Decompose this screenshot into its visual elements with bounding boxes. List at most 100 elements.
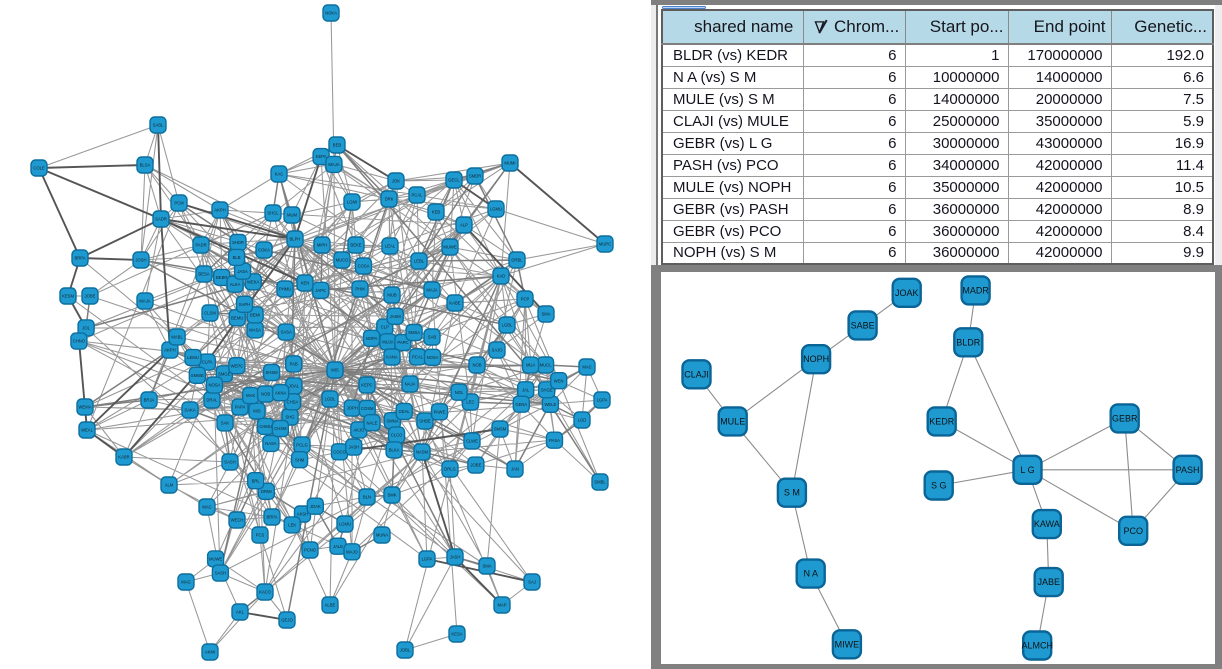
svg-text:MAK: MAK <box>246 393 255 398</box>
svg-text:MIPH: MIPH <box>317 243 327 248</box>
svg-text:JOAK: JOAK <box>310 504 321 509</box>
svg-text:NALE: NALE <box>367 420 378 425</box>
svg-text:NASA: NASA <box>265 441 277 446</box>
svg-text:PCLG: PCLG <box>296 443 307 448</box>
svg-text:PADR: PADR <box>195 243 206 248</box>
svg-text:AKSH: AKSH <box>297 512 308 517</box>
svg-text:PAPC: PAPC <box>397 340 408 345</box>
svg-text:LGPA: LGPA <box>422 557 433 562</box>
svg-text:DRK: DRK <box>385 197 394 202</box>
svg-text:SMSM: SMSM <box>494 427 507 432</box>
svg-text:SMDR: SMDR <box>469 174 481 179</box>
svg-text:CLPA: CLPA <box>202 360 213 365</box>
svg-text:PHM: PHM <box>355 287 365 292</box>
svg-text:NASM: NASM <box>416 450 429 455</box>
svg-text:KAWA: KAWA <box>1034 519 1060 529</box>
svg-text:COCO: COCO <box>333 449 346 454</box>
svg-text:DRLG: DRLG <box>444 467 456 472</box>
svg-text:MAJA: MAJA <box>328 162 339 167</box>
svg-text:SMSA: SMSA <box>408 330 420 335</box>
svg-text:KEPC: KEPC <box>361 383 372 388</box>
svg-text:CLSM: CLSM <box>204 311 216 316</box>
svg-text:NOKA: NOKA <box>325 11 337 16</box>
svg-text:WELE: WELE <box>544 402 556 407</box>
svg-text:PCP: PCP <box>521 297 530 302</box>
svg-text:KANA: KANA <box>386 355 398 360</box>
svg-text:JOBE: JOBE <box>470 463 481 468</box>
svg-text:BLPH: BLPH <box>290 237 301 242</box>
svg-text:BESA: BESA <box>198 272 209 277</box>
svg-text:SAK: SAK <box>221 421 230 426</box>
svg-text:AKPH: AKPH <box>214 208 225 213</box>
svg-text:MIS: MIS <box>331 368 339 373</box>
svg-text:SADR: SADR <box>155 217 167 222</box>
svg-text:COKA: COKA <box>258 248 270 253</box>
svg-text:LEMU: LEMU <box>187 355 199 360</box>
svg-text:BEMU: BEMU <box>231 315 243 320</box>
svg-text:BLB: BLB <box>233 255 241 260</box>
svg-text:MASA: MASA <box>249 328 261 333</box>
svg-text:CLWE: CLWE <box>466 439 478 444</box>
svg-text:S M: S M <box>784 488 800 498</box>
svg-text:GEJO: GEJO <box>281 618 293 623</box>
svg-text:JOK: JOK <box>392 179 400 184</box>
svg-text:KEDR: KEDR <box>929 416 955 426</box>
svg-text:MUB: MUB <box>387 293 397 298</box>
svg-text:PASH: PASH <box>1176 465 1200 475</box>
svg-text:WEMA: WEMA <box>78 405 91 410</box>
svg-text:GECL: GECL <box>448 178 460 183</box>
svg-text:JOSH: JOSH <box>135 258 146 263</box>
svg-text:AKPH: AKPH <box>164 348 175 353</box>
svg-text:SABE: SABE <box>851 320 875 330</box>
svg-text:JOAL: JOAL <box>289 384 300 389</box>
svg-text:JASA: JASA <box>237 269 248 274</box>
svg-text:KAD: KAD <box>497 274 506 279</box>
svg-text:ALKA: ALKA <box>230 282 241 287</box>
svg-text:BLSA: BLSA <box>140 163 151 168</box>
svg-text:WEAL: WEAL <box>81 428 94 433</box>
svg-text:JASH: JASH <box>348 445 359 450</box>
svg-text:AKL: AKL <box>236 610 245 615</box>
svg-text:SASH: SASH <box>224 460 235 465</box>
svg-text:SAJ: SAJ <box>528 580 536 585</box>
svg-text:LEC: LEC <box>466 400 474 405</box>
svg-text:NOL: NOL <box>455 390 464 395</box>
svg-text:COSA: COSA <box>358 264 370 269</box>
svg-text:CHSM: CHSM <box>274 426 287 431</box>
svg-text:JAN: JAN <box>511 467 519 472</box>
svg-text:NOPH: NOPH <box>803 354 829 364</box>
svg-text:ALP: ALP <box>460 223 468 228</box>
svg-text:BEKE: BEKE <box>350 243 361 248</box>
svg-text:CLCO: CLCO <box>391 433 403 438</box>
svg-text:SAB: SAB <box>428 335 437 340</box>
svg-text:LGPA: LGPA <box>597 398 608 403</box>
svg-text:KABR: KABR <box>118 455 129 460</box>
svg-text:CLP: CLP <box>381 325 389 330</box>
svg-text:SHBE: SHBE <box>419 419 431 424</box>
svg-text:SABL: SABL <box>153 123 164 128</box>
svg-text:SMNA: SMNA <box>386 418 398 423</box>
svg-text:PCAL: PCAL <box>412 355 424 360</box>
svg-text:MAG: MAG <box>181 580 191 585</box>
svg-text:MUPC: MUPC <box>599 242 611 247</box>
svg-text:BRJA: BRJA <box>144 398 155 403</box>
svg-text:WECH: WECH <box>231 518 244 523</box>
svg-text:CLAJI: CLAJI <box>684 369 709 379</box>
svg-text:WEKA: WEKA <box>247 279 260 284</box>
svg-text:MUNA: MUNA <box>376 533 389 538</box>
svg-text:BLKA: BLKA <box>389 448 400 453</box>
svg-text:MIS: MIS <box>253 409 261 414</box>
svg-text:MAC: MAC <box>582 365 591 370</box>
svg-text:KACO: KACO <box>259 590 272 595</box>
svg-text:SAJO: SAJO <box>492 348 504 353</box>
svg-text:NOSA: NOSA <box>427 355 439 360</box>
svg-text:CHNO: CHNO <box>73 339 86 344</box>
svg-text:JAL: JAL <box>522 387 530 392</box>
svg-text:JOBE: JOBE <box>85 294 96 299</box>
svg-text:BRL: BRL <box>252 478 261 483</box>
svg-text:PAPA: PAPA <box>235 405 246 410</box>
svg-text:SAPH: SAPH <box>239 302 250 307</box>
svg-text:PAB: PAB <box>290 362 298 367</box>
svg-text:AKJO: AKJO <box>353 428 365 433</box>
svg-text:COSM: COSM <box>361 406 374 411</box>
